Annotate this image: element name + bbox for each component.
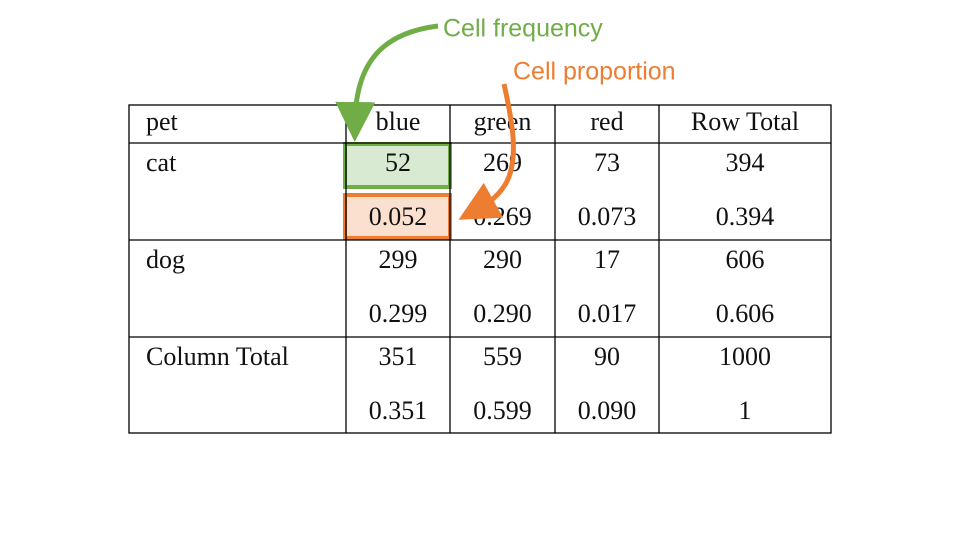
- frequency-cell: 269: [483, 148, 522, 177]
- proportion-cell: 0.351: [369, 396, 428, 425]
- frequency-highlight: [343, 142, 452, 189]
- frequency-arrow: [335, 23, 439, 142]
- header-cell: blue: [376, 107, 421, 136]
- frequency-cell: 606: [726, 245, 765, 274]
- proportion-label: Cell proportion: [513, 58, 676, 86]
- frequency-cell: 559: [483, 342, 522, 371]
- row-label: cat: [146, 148, 177, 177]
- frequency-cell: 90: [594, 342, 620, 371]
- frequency-cell: 394: [726, 148, 765, 177]
- proportion-highlight: [343, 193, 452, 240]
- proportion-cell: 0.299: [369, 299, 428, 328]
- frequency-label: Cell frequency: [443, 15, 603, 43]
- table-border: [128, 104, 832, 434]
- header-cell: Row Total: [691, 107, 799, 136]
- frequency-cell: 52: [385, 148, 411, 177]
- row-label: dog: [146, 245, 185, 274]
- frequency-cell: 290: [483, 245, 522, 274]
- table-rules: [128, 104, 832, 434]
- proportion-cell: 0.052: [369, 202, 428, 231]
- proportion-cell: 1: [739, 396, 752, 425]
- frequency-cell: 17: [594, 245, 620, 274]
- frequency-cell: 351: [379, 342, 418, 371]
- header-cell: pet: [146, 107, 179, 136]
- proportion-cell: 0.073: [578, 202, 637, 231]
- frequency-cell: 1000: [719, 342, 771, 371]
- proportion-cell: 0.394: [716, 202, 775, 231]
- proportion-cell: 0.090: [578, 396, 637, 425]
- frequency-cell: 299: [379, 245, 418, 274]
- proportion-cell: 0.606: [716, 299, 775, 328]
- highlights: [343, 142, 452, 240]
- proportion-cell: 0.290: [473, 299, 532, 328]
- header-cell: green: [474, 107, 532, 136]
- proportion-cell: 0.599: [473, 396, 532, 425]
- table-cells: pet blue green red Row Total cat 52 269 73 394 0.0…: [146, 107, 799, 425]
- row-label: Column Total: [146, 342, 289, 371]
- header-cell: red: [590, 107, 623, 136]
- frequency-cell: 73: [594, 148, 620, 177]
- proportion-arrow: [458, 83, 516, 220]
- proportion-cell: 0.017: [578, 299, 637, 328]
